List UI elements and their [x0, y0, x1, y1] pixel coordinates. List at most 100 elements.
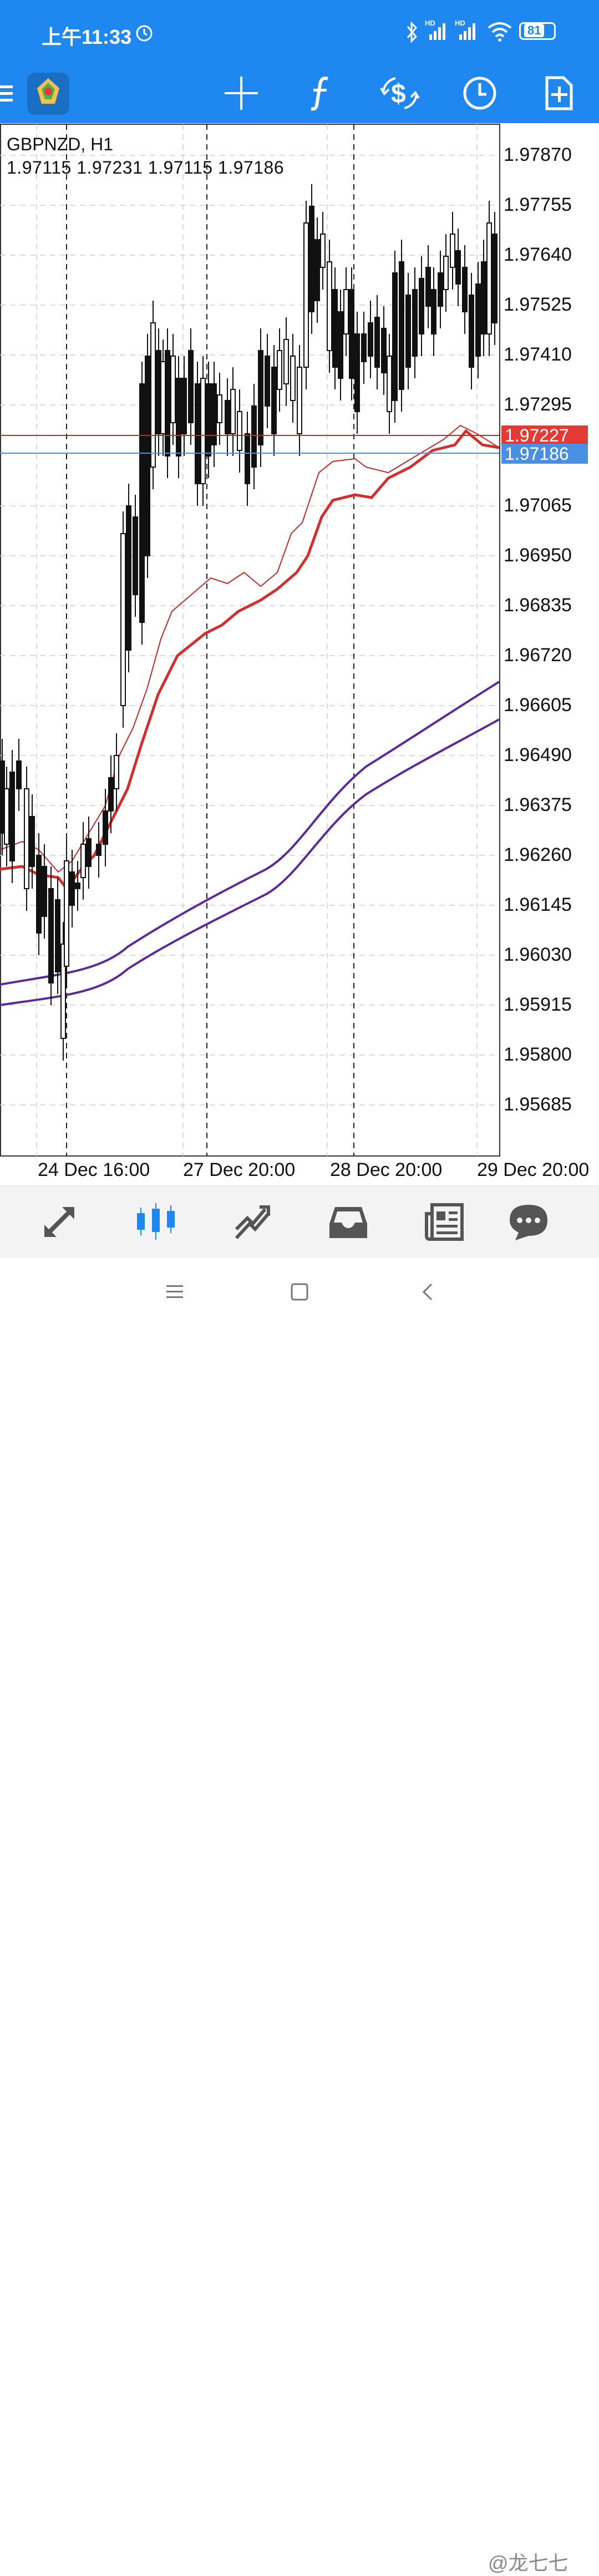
candle-body [361, 333, 367, 362]
candle-body [4, 788, 9, 845]
toolbar: $ [0, 64, 599, 123]
candle-body [48, 888, 54, 983]
candle-body [265, 356, 270, 407]
chat-icon[interactable] [504, 1197, 554, 1247]
candle-body [283, 339, 289, 384]
candle-body [156, 350, 161, 434]
price-axis-label: 1.96605 [504, 694, 572, 716]
candle-body [195, 383, 200, 484]
bottom-navigation [0, 1185, 599, 1258]
candle-body [405, 295, 411, 368]
price-axis-label: 1.95800 [504, 1044, 572, 1065]
price-axis-label: 1.96375 [504, 794, 572, 815]
candle-body [399, 261, 404, 390]
candle-body [431, 289, 436, 334]
candle-body [170, 356, 176, 423]
system-navigation: @龙七七 [0, 1257, 599, 2574]
candle-body [425, 267, 431, 307]
price-axis-label: 1.96030 [504, 944, 572, 965]
watermark: @龙七七 [488, 2552, 568, 2574]
price-axis-label: 1.96950 [504, 545, 572, 566]
objects-icon[interactable] [535, 69, 583, 117]
price-axis-label: 1.96145 [504, 894, 572, 915]
candle-body [412, 289, 418, 357]
app-logo[interactable] [25, 70, 72, 117]
candle-body [277, 350, 282, 390]
time-axis-label: 27 Dec 20:00 [183, 1159, 296, 1180]
symbol-timeframe: GBPNZD, H1 [7, 134, 114, 154]
candle-body [133, 516, 138, 595]
quotes-icon[interactable] [34, 1197, 84, 1247]
candle-body [165, 350, 170, 457]
candle-body [419, 278, 424, 334]
candle-body [120, 533, 126, 706]
candle-body [443, 256, 449, 290]
candle-body [492, 234, 498, 323]
candle-body [160, 361, 166, 434]
candle-body [237, 411, 242, 451]
candle-body [258, 350, 263, 445]
timeframe-icon[interactable] [456, 69, 504, 117]
candle-body [42, 866, 47, 917]
candle-body [327, 261, 332, 351]
recent-apps-button[interactable] [164, 1281, 186, 1306]
back-button[interactable] [417, 1281, 439, 1306]
candle-body [181, 378, 187, 434]
trade-icon[interactable] [227, 1197, 277, 1247]
candle-body [80, 844, 86, 878]
price-axis-label: 1.97410 [504, 344, 572, 365]
ma-slow-upper [0, 681, 500, 986]
ma-fast [0, 429, 500, 891]
candle-body [103, 810, 108, 845]
candle-body [368, 322, 373, 357]
candle-body [211, 383, 217, 445]
battery-icon: 81 [519, 22, 556, 40]
candle-body [0, 760, 5, 834]
history-icon[interactable] [323, 1197, 373, 1247]
candle-body [60, 944, 66, 1039]
ohlc-values: 1.97115 1.97231 1.97115 1.97186 [7, 158, 285, 178]
candle-body [354, 333, 360, 412]
candle-body [469, 295, 474, 368]
time-axis-label: 28 Dec 20:00 [330, 1159, 443, 1180]
candle-body [64, 860, 69, 967]
home-button[interactable] [288, 1281, 311, 1306]
menu-icon[interactable] [0, 69, 22, 117]
candle-body [332, 289, 338, 368]
candle-body [251, 405, 257, 468]
candle-body [320, 234, 326, 268]
candle-body [349, 289, 354, 379]
candle-body [206, 383, 211, 457]
price-chart[interactable] [0, 123, 599, 1185]
price-axis-label: 1.97065 [504, 495, 572, 516]
price-axis-label: 1.95685 [504, 1094, 572, 1115]
chart-icon[interactable] [131, 1197, 181, 1247]
candle-body [75, 883, 80, 889]
ma-slow-lower [0, 718, 500, 1006]
price-axis-label: 1.97640 [504, 244, 572, 265]
candle-body [225, 400, 230, 434]
candle-body [150, 322, 156, 468]
candle-body [455, 250, 461, 285]
candle-body [450, 234, 455, 268]
indicators-icon[interactable] [297, 69, 344, 117]
bid-price-tag: 1.97186 [501, 444, 588, 464]
candle-body [297, 367, 302, 434]
candle-body [245, 433, 250, 484]
candle-body [303, 222, 309, 368]
candle-body [176, 378, 181, 457]
candle-body [392, 272, 398, 401]
candle-body [139, 383, 145, 623]
ma-fast-thin [0, 424, 500, 873]
crosshair-icon[interactable] [217, 69, 265, 117]
candle-body [114, 755, 119, 789]
chart-area[interactable]: GBPNZD, H1 1.97115 1.97231 1.97115 1.971… [0, 123, 599, 1185]
price-axis-label: 1.96260 [504, 844, 572, 865]
candle-body [200, 378, 206, 484]
candle-body [314, 239, 320, 301]
signal-icon-2: HD [455, 19, 481, 45]
trade-icon[interactable]: $ [376, 69, 424, 117]
candle-body [230, 389, 236, 434]
news-icon[interactable] [419, 1197, 469, 1247]
price-axis-label: 1.96835 [504, 595, 572, 616]
